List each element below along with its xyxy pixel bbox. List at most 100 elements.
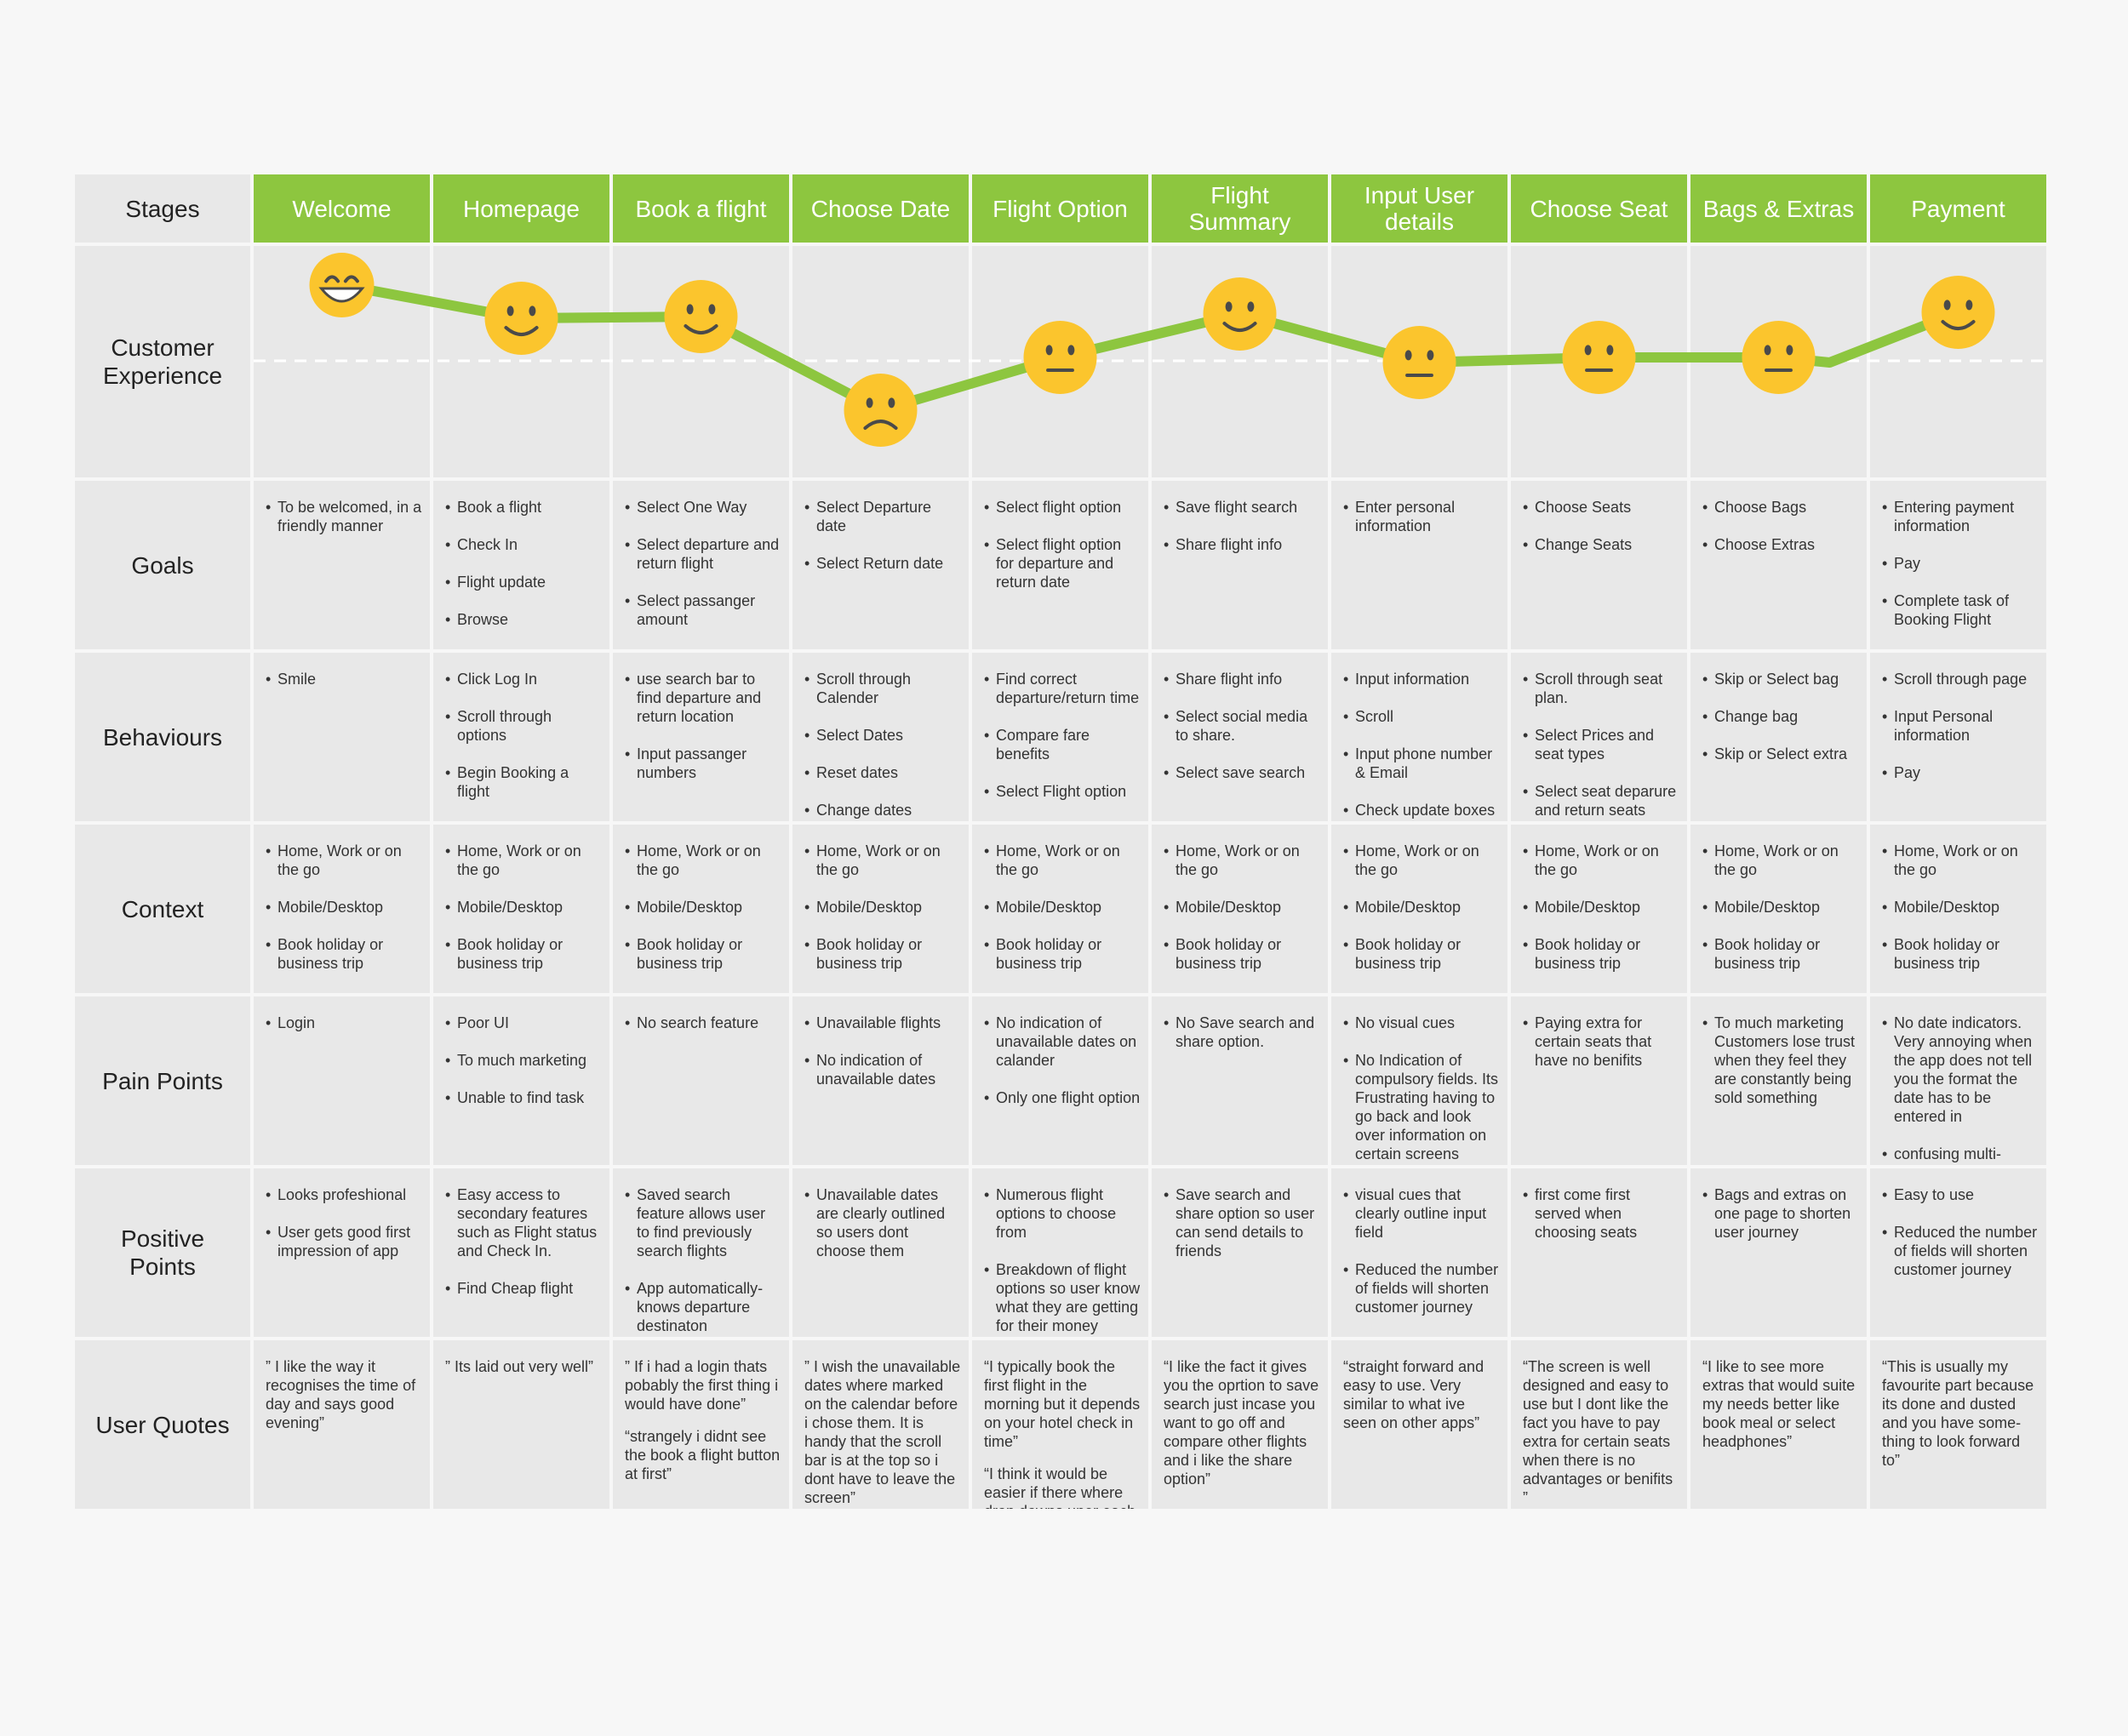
bullet-item: Select Flight option — [984, 782, 1141, 801]
bullet-item: Reduced the number of fields will shorte… — [1343, 1260, 1501, 1316]
cell: Smile — [254, 653, 430, 821]
bullet-item: No indication of unavailable dates — [804, 1051, 962, 1088]
bullet-item: Save flight search — [1164, 498, 1321, 517]
cell: Easy to use Reduced the number of fields … — [1870, 1168, 2046, 1337]
quote: “I think it would be easier if there whe… — [984, 1465, 1136, 1509]
bullet-item: Choose Bags — [1702, 498, 1860, 517]
bullet-item: Poor UI — [445, 1014, 603, 1032]
bullet-item: To much marketing Customers lose trust w… — [1702, 1014, 1860, 1107]
bullet-list: To much marketing Customers lose trust w… — [1702, 1014, 1860, 1107]
face — [1562, 321, 1636, 394]
cell: Paying extra for certain seats that have… — [1511, 996, 1687, 1165]
cell: Choose Bags Choose Extras — [1690, 481, 1867, 649]
bullet-item: Compare fare benefits — [984, 726, 1141, 763]
mouth — [863, 420, 898, 431]
bullet-item: Book holiday or business trip — [1882, 935, 2039, 973]
bullet-item: Book holiday or business trip — [984, 935, 1141, 973]
eye — [1786, 345, 1793, 356]
bullet-item: Choose Extras — [1702, 535, 1860, 554]
bullet-list: Save search and share option so user can… — [1164, 1185, 1321, 1260]
face — [1382, 326, 1456, 399]
eye — [1225, 301, 1233, 312]
bullet-item: Home, Work or on the go — [1164, 842, 1321, 879]
bullet-list: Click Log In Scroll through options Begin … — [445, 670, 603, 801]
cell: Home, Work or on the go Mobile/Desktop Boo… — [1870, 825, 2046, 993]
cell: Input information Scroll Input phone numbe… — [1331, 653, 1507, 821]
bullet-item: Begin Booking a flight — [445, 763, 603, 801]
row-label: Goals — [75, 481, 250, 649]
row-label: Behaviours — [75, 653, 250, 821]
bullet-item: Find Cheap flight — [445, 1279, 603, 1298]
cell: Select flight option Select flight option… — [972, 481, 1148, 649]
cell: Save flight search Share flight info — [1152, 481, 1328, 649]
bullet-item: Skip or Select extra — [1702, 745, 1860, 763]
face — [309, 253, 375, 317]
bullet-item: Mobile/Desktop — [1164, 898, 1321, 917]
eye — [1943, 300, 1951, 311]
row-label: User Quotes — [75, 1340, 250, 1509]
bullet-item: Mobile/Desktop — [625, 898, 782, 917]
bullet-item: Check In — [445, 535, 603, 554]
emoji-face — [1023, 321, 1097, 394]
bullet-item: User gets good first impression of app — [266, 1223, 423, 1260]
emotion-curve — [254, 253, 2046, 447]
eye — [1584, 345, 1592, 356]
quote: “This is usually my favourite part becau… — [1882, 1358, 2034, 1469]
cell: Home, Work or on the go Mobile/Desktop Boo… — [1152, 825, 1328, 993]
bullet-item: Scroll through seat plan. — [1523, 670, 1680, 707]
cell: To be welcomed, in a friendly manner — [254, 481, 430, 649]
bullet-item: Mobile/Desktop — [1343, 898, 1501, 917]
bullet-item: Pay — [1882, 554, 2039, 573]
quote: “I like the fact it gives you the oprtio… — [1164, 1358, 1319, 1488]
eye — [1427, 350, 1434, 361]
bullet-item: Select flight option — [984, 498, 1141, 517]
emoji-face — [1382, 326, 1456, 399]
mouth — [684, 324, 718, 335]
cell: No date indicators. Very annoying when t… — [1870, 996, 2046, 1165]
bullet-list: Select One Way Select departure and retur… — [625, 498, 782, 629]
face — [664, 280, 738, 353]
quote: “straight forward and easy to use. Very … — [1343, 1358, 1484, 1431]
emotion-line — [340, 280, 1960, 415]
bullet-list: Choose Seats Change Seats — [1523, 498, 1680, 554]
bullet-item: Book holiday or business trip — [804, 935, 962, 973]
bullet-item: Scroll — [1343, 707, 1501, 726]
cell: first come first served when choosing se… — [1511, 1168, 1687, 1337]
bullet-list: Scroll through page Input Personal inform… — [1882, 670, 2039, 782]
cell: Home, Work or on the go Mobile/Desktop Boo… — [792, 825, 969, 993]
bullet-item: Home, Work or on the go — [625, 842, 782, 879]
cell: Unavailable dates are clearly outlined s… — [792, 1168, 969, 1337]
cell: Numerous flight options to choose from Br… — [972, 1168, 1148, 1337]
bullet-item: Book holiday or business trip — [1523, 935, 1680, 973]
bullet-item: Select social media to share. — [1164, 707, 1321, 745]
eye — [1045, 345, 1053, 356]
bullet-item: Paying extra for certain seats that have… — [1523, 1014, 1680, 1070]
bullet-list: Home, Work or on the go Mobile/Desktop Boo… — [1702, 842, 1860, 973]
bullet-list: Looks profeshional User gets good first i… — [266, 1185, 423, 1260]
bullet-item: Book holiday or business trip — [1164, 935, 1321, 973]
bullet-item: Select seat deparure and return seats — [1523, 782, 1680, 819]
stage-header: Choose Seat — [1511, 174, 1687, 243]
row-label: Context — [75, 825, 250, 993]
bullet-item: No Indication of compulsory fields. Its … — [1343, 1051, 1501, 1163]
bullet-list: use search bar to find departure and ret… — [625, 670, 782, 782]
bullet-list: Home, Work or on the go Mobile/Desktop Boo… — [1343, 842, 1501, 973]
bullet-item: confusing multi-column forms — [1882, 1145, 2039, 1165]
quote: ” Its laid out very well” — [445, 1358, 594, 1375]
cell: Scroll through page Input Personal inform… — [1870, 653, 2046, 821]
mouth — [504, 326, 539, 337]
eye — [529, 306, 536, 317]
bullet-list: Save flight search Share flight info — [1164, 498, 1321, 554]
bullet-list: No indication of unavailable dates on ca… — [984, 1014, 1141, 1107]
bullet-list: Input information Scroll Input phone numbe… — [1343, 670, 1501, 819]
cell: “I typically book the first flight in th… — [972, 1340, 1148, 1509]
emoji-face — [844, 374, 918, 447]
bullet-item: Unable to find task — [445, 1088, 603, 1107]
emoji-face — [1921, 276, 1995, 349]
cell: ” Its laid out very well” — [433, 1340, 609, 1509]
bullet-list: Home, Work or on the go Mobile/Desktop Boo… — [804, 842, 962, 973]
cell: Home, Work or on the go Mobile/Desktop Boo… — [433, 825, 609, 993]
bullet-item: Home, Work or on the go — [1702, 842, 1860, 879]
stage-header: Welcome — [254, 174, 430, 243]
bullet-item: Home, Work or on the go — [1882, 842, 2039, 879]
